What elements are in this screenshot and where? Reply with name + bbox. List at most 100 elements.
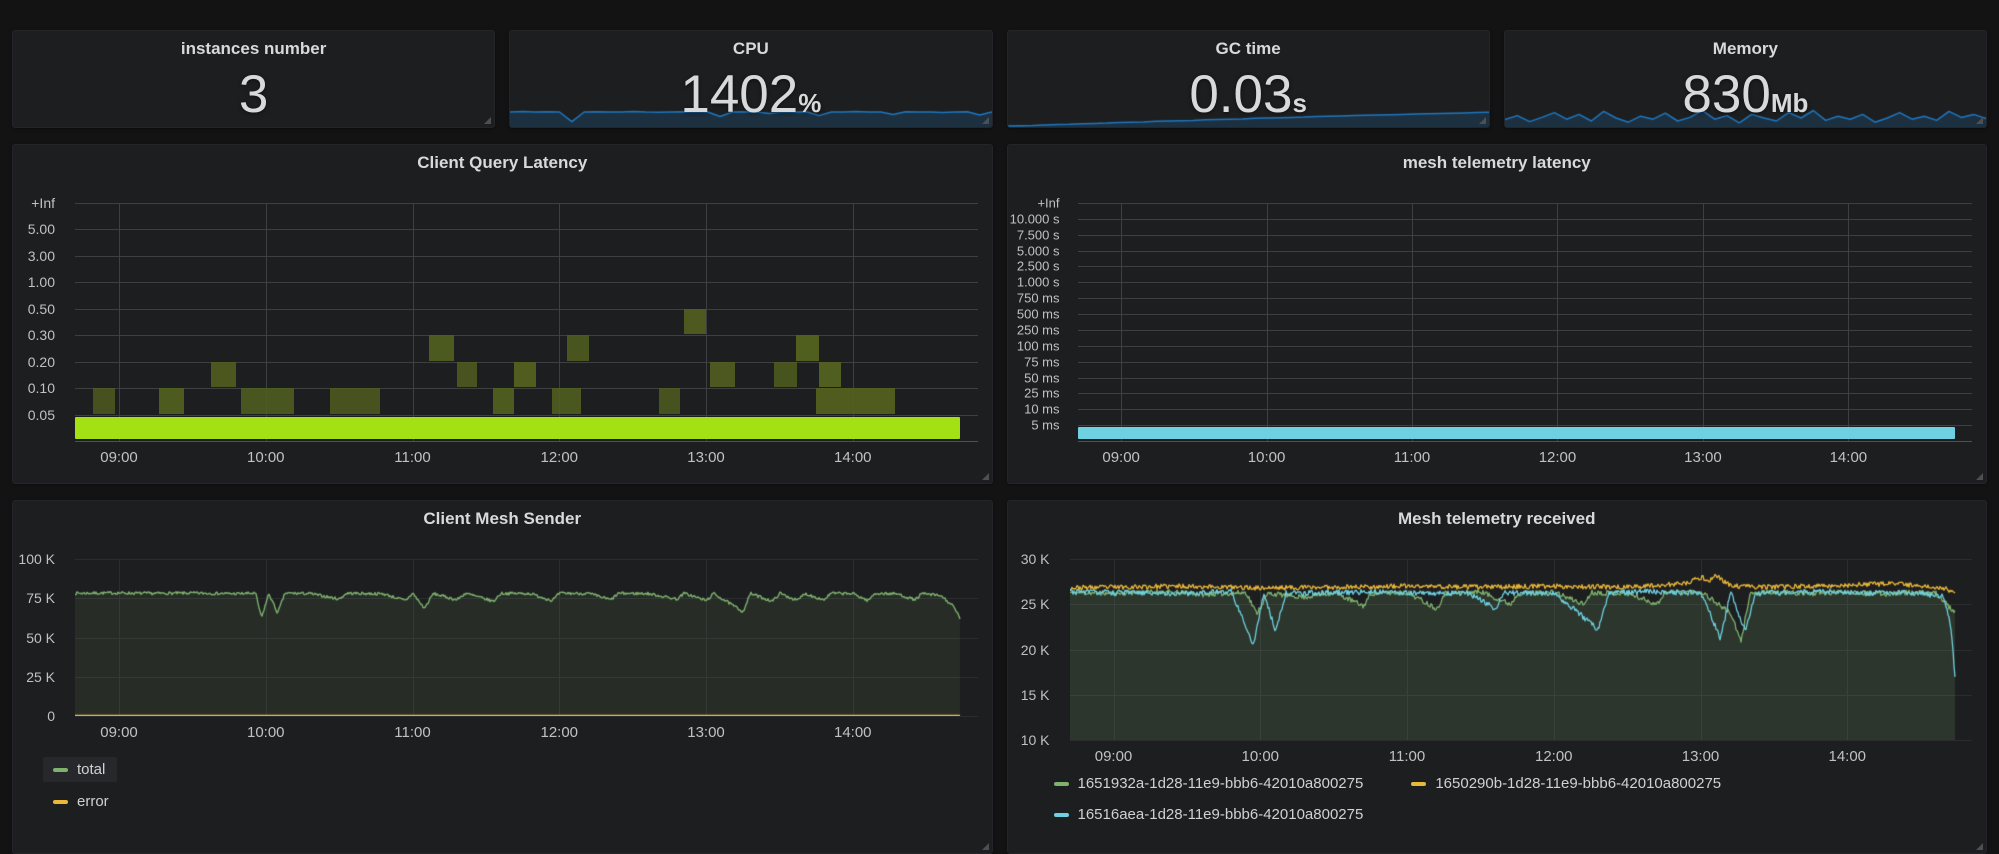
chart-series-canvas[interactable] — [75, 559, 978, 716]
panel-resize-handle[interactable] — [982, 117, 989, 124]
gridline-horizontal — [1078, 378, 1973, 379]
y-tick-label: 5.00 — [28, 221, 55, 237]
panel-resize-handle[interactable] — [1976, 473, 1983, 480]
y-tick-label: 1.00 — [28, 274, 55, 290]
heatmap-cell — [710, 362, 735, 387]
x-tick-label: 13:00 — [1682, 748, 1720, 765]
gridline-horizontal — [75, 256, 978, 257]
chart-series-canvas[interactable] — [1070, 559, 1973, 740]
panel-title[interactable]: CPU — [510, 39, 991, 59]
y-tick-label: 10.000 s — [1010, 211, 1060, 226]
gridline-horizontal — [1070, 740, 1973, 741]
panel-resize-handle[interactable] — [982, 843, 989, 850]
y-tick-label: 100 ms — [1017, 338, 1060, 353]
legend-label: 1650290b-1d28-11e9-bbb6-42010a800275 — [1435, 776, 1721, 791]
heatmap-cell — [493, 388, 514, 413]
line-chart-plot[interactable] — [1070, 559, 1973, 741]
gridline-horizontal — [1078, 203, 1973, 204]
panel-client-mesh-sender: Client Mesh Sender 100 K75 K50 K25 K0 09… — [12, 500, 993, 854]
series-color-swatch — [1054, 782, 1069, 786]
stat-panel-cpu: CPU 1402% — [509, 30, 992, 128]
panel-title[interactable]: Mesh telemetry received — [1008, 509, 1987, 529]
x-tick-label: 14:00 — [1828, 748, 1866, 765]
gridline-horizontal — [75, 335, 978, 336]
gridline-vertical — [1121, 203, 1122, 441]
gridline-horizontal — [75, 282, 978, 283]
x-tick-label: 12:00 — [1535, 748, 1573, 765]
y-tick-label: 0 — [47, 708, 55, 724]
gridline-horizontal — [1078, 251, 1973, 252]
heatmap-cell — [552, 388, 581, 413]
panel-title[interactable]: mesh telemetry latency — [1008, 153, 1987, 173]
panel-resize-handle[interactable] — [982, 473, 989, 480]
heatmap-cell — [211, 362, 236, 387]
panel-title[interactable]: Memory — [1505, 39, 1986, 59]
stat-value: 3 — [13, 67, 494, 123]
legend-item-instance-1650290b[interactable]: 1650290b-1d28-11e9-bbb6-42010a800275 — [1401, 771, 1733, 796]
y-tick-label: 750 ms — [1017, 291, 1060, 306]
legend-item-error[interactable]: error — [43, 789, 121, 814]
heatmap-cell — [429, 335, 454, 360]
gridline-vertical — [1557, 203, 1558, 441]
stat-value: 1402% — [510, 67, 991, 123]
stat-number: 0.03 — [1189, 65, 1292, 124]
legend-item-instance-16516aea[interactable]: 16516aea-1d28-11e9-bbb6-42010a800275 — [1044, 802, 1376, 827]
y-tick-label: 1.000 s — [1017, 275, 1060, 290]
y-tick-label: 5 ms — [1031, 418, 1059, 433]
stat-number: 830 — [1682, 65, 1770, 124]
y-tick-label: 5.000 s — [1017, 243, 1060, 258]
heatmap-cell — [241, 388, 294, 413]
y-tick-label: 75 ms — [1024, 354, 1059, 369]
panel-resize-handle[interactable] — [1976, 843, 1983, 850]
heatmap-band — [1078, 427, 1955, 439]
x-tick-label: 11:00 — [394, 724, 430, 741]
gridline-horizontal — [1078, 393, 1973, 394]
panel-resize-handle[interactable] — [1479, 117, 1486, 124]
stat-value: 830Mb — [1505, 67, 1986, 123]
gridline-horizontal — [1078, 235, 1973, 236]
gridline-horizontal — [75, 716, 978, 717]
panel-title[interactable]: instances number — [13, 39, 494, 59]
y-tick-label: 7.500 s — [1017, 227, 1060, 242]
y-tick-label: 2.500 s — [1017, 259, 1060, 274]
legend-item-total[interactable]: total — [43, 757, 117, 782]
panel-resize-handle[interactable] — [484, 117, 491, 124]
gridline-horizontal — [1078, 298, 1973, 299]
panel-mesh-telemetry-latency: mesh telemetry latency +Inf10.000 s7.500… — [1007, 144, 1988, 484]
x-tick-label: 12:00 — [540, 449, 578, 466]
heatmap-cell — [816, 388, 895, 413]
gridline-vertical — [119, 203, 120, 441]
x-tick-label: 11:00 — [394, 449, 430, 466]
x-tick-label: 13:00 — [687, 449, 725, 466]
gridline-horizontal — [1078, 425, 1973, 426]
y-tick-label: 100 K — [18, 551, 55, 567]
heatmap-cell — [659, 388, 680, 413]
stat-panel-gc-time: GC time 0.03s — [1007, 30, 1490, 128]
x-tick-label: 14:00 — [834, 724, 872, 741]
series-color-swatch — [1411, 782, 1426, 786]
y-tick-label: 20 K — [1021, 642, 1050, 658]
panel-resize-handle[interactable] — [1976, 117, 1983, 124]
y-tick-label: 10 K — [1021, 732, 1050, 748]
stat-panel-memory: Memory 830Mb — [1504, 30, 1987, 128]
panel-title[interactable]: GC time — [1008, 39, 1489, 59]
y-tick-label: 25 ms — [1024, 386, 1059, 401]
y-tick-label: 0.05 — [28, 407, 55, 423]
panel-title[interactable]: Client Mesh Sender — [13, 509, 992, 529]
y-tick-label: 25 K — [1021, 596, 1050, 612]
y-tick-label: 50 K — [26, 630, 55, 646]
x-tick-label: 09:00 — [100, 449, 138, 466]
line-chart-plot[interactable] — [75, 559, 978, 717]
heatmap-plot[interactable] — [75, 203, 978, 442]
stat-number: 1402 — [680, 65, 798, 124]
gridline-horizontal — [1078, 314, 1973, 315]
gridline-vertical — [1412, 203, 1413, 441]
panel-title[interactable]: Client Query Latency — [13, 153, 992, 173]
stat-value: 0.03s — [1008, 67, 1489, 123]
heatmap-plot[interactable] — [1078, 203, 1973, 442]
stat-number: 3 — [239, 65, 268, 124]
y-tick-label: 0.20 — [28, 354, 55, 370]
legend-item-instance-1651932a[interactable]: 1651932a-1d28-11e9-bbb6-42010a800275 — [1044, 771, 1376, 796]
chart-legend: total error — [43, 757, 121, 814]
heatmap-cell — [514, 362, 536, 387]
